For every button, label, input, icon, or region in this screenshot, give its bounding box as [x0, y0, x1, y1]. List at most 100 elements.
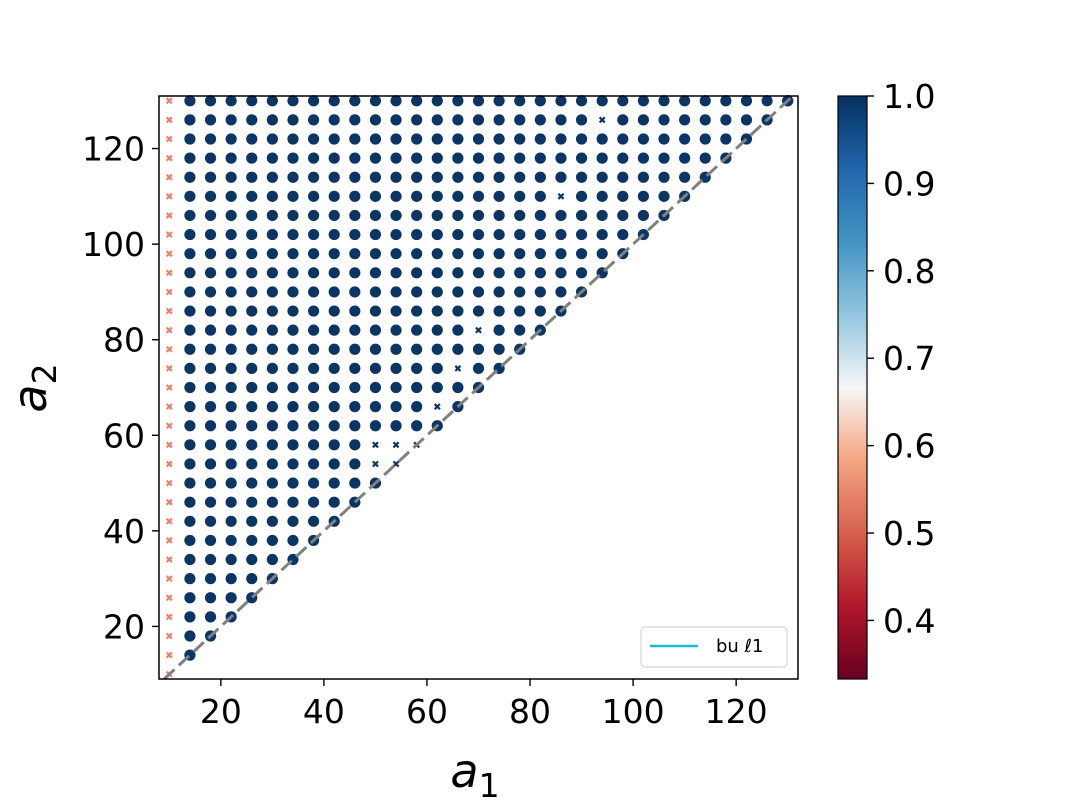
data-point-x-marker [598, 116, 606, 124]
data-point [246, 401, 258, 413]
data-point [617, 152, 629, 164]
data-point [369, 171, 382, 183]
data-point [307, 248, 320, 260]
data-point [246, 553, 258, 566]
diagonal-reference-line [163, 94, 794, 681]
data-point [472, 267, 485, 279]
x-axis-label: a1 [450, 744, 499, 799]
edge-point-x-marker [165, 403, 173, 410]
data-point [555, 228, 567, 241]
data-point [184, 324, 196, 336]
data-point [225, 267, 237, 279]
data-point [369, 420, 382, 432]
data-point [452, 209, 464, 222]
edge-point-x-marker [165, 365, 173, 372]
data-point [266, 343, 278, 355]
data-point [658, 95, 670, 107]
x-tick-label: 40 [303, 692, 345, 731]
edge-point-x-marker [165, 212, 173, 219]
data-point [246, 362, 258, 374]
data-point [266, 553, 278, 566]
data-point [184, 305, 196, 317]
data-point [369, 286, 382, 298]
data-point [266, 515, 278, 527]
data-point [328, 420, 340, 432]
data-point [204, 171, 217, 183]
data-point [575, 248, 588, 260]
data-point [472, 114, 485, 126]
data-point [328, 133, 340, 145]
data-point [184, 171, 196, 183]
data-point [596, 171, 608, 183]
edge-point-x-marker [165, 422, 173, 430]
data-point [658, 133, 670, 145]
data-point [349, 248, 361, 260]
data-point [184, 133, 196, 145]
data-point [390, 420, 402, 432]
data-point [204, 573, 217, 585]
data-point [246, 152, 258, 164]
data-point [514, 95, 526, 107]
data-point [369, 209, 382, 222]
colorbar-tick-label: 0.8 [883, 252, 935, 291]
data-point [493, 171, 505, 183]
x-tick-label: 80 [509, 692, 551, 731]
data-point [699, 95, 711, 107]
data-point [328, 458, 340, 470]
data-point [328, 171, 340, 183]
data-point [369, 267, 382, 279]
data-point [184, 477, 196, 489]
data-point [431, 305, 443, 317]
data-point [184, 362, 196, 374]
data-point [596, 152, 608, 164]
data-point [617, 228, 629, 241]
data-point [184, 592, 196, 604]
data-point [246, 305, 258, 317]
data-point [349, 114, 361, 126]
data-point [287, 248, 299, 260]
data-point [472, 152, 485, 164]
data-point [225, 573, 237, 585]
data-point [431, 133, 443, 145]
data-point [204, 534, 217, 547]
data-point [266, 420, 278, 432]
data-point [411, 152, 423, 164]
data-point [575, 190, 588, 202]
data-point [204, 133, 217, 145]
data-point [452, 95, 464, 107]
data-point [349, 228, 361, 241]
data-point [204, 95, 217, 107]
data-point [431, 248, 443, 260]
colorbar-tick-label: 0.9 [883, 164, 935, 203]
data-point [369, 401, 382, 413]
data-point [328, 439, 340, 451]
data-point [184, 343, 196, 355]
data-point [246, 171, 258, 183]
data-point [184, 381, 196, 394]
data-point [328, 228, 340, 241]
data-point [307, 133, 320, 145]
edge-point-x-marker [165, 97, 173, 105]
data-point [184, 152, 196, 164]
data-point [225, 133, 237, 145]
data-point [328, 95, 340, 107]
data-point [287, 152, 299, 164]
data-point [266, 534, 278, 547]
colorbar-tick-label: 0.6 [883, 427, 935, 466]
data-point [411, 95, 423, 107]
data-point [225, 228, 237, 241]
data-point [204, 248, 217, 260]
data-point [204, 592, 217, 604]
legend-box [640, 626, 788, 668]
data-point [204, 611, 217, 623]
data-point [184, 95, 196, 107]
data-point [225, 515, 237, 527]
data-point [349, 439, 361, 451]
data-point [431, 267, 443, 279]
data-point [328, 286, 340, 298]
data-point [369, 362, 382, 374]
plot-area-frame [158, 95, 799, 680]
data-point [431, 171, 443, 183]
data-point [204, 401, 217, 413]
data-point [225, 420, 237, 432]
